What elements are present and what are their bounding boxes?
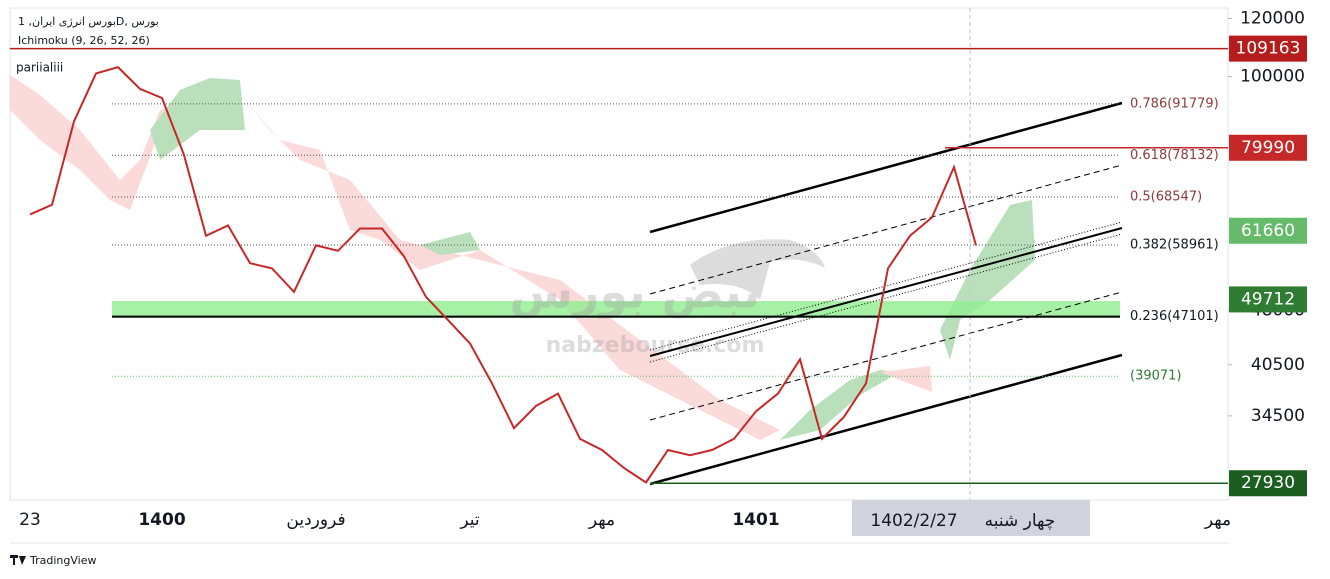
x-tick-label: فروردین <box>286 510 345 530</box>
price-box-label: 49712 <box>1241 289 1295 309</box>
crosshair-day: چهار شنبه <box>985 511 1056 531</box>
fib-label: 0.5(68547) <box>1130 189 1202 204</box>
x-tick-label: 1400 <box>138 510 185 530</box>
price-box-label: 27930 <box>1241 473 1295 493</box>
chart-title: بورس انرژی ایران, 1D, بورس <box>18 15 159 28</box>
fib-label: 0.236(47101) <box>1130 309 1219 324</box>
user-name: pariialiii <box>16 61 63 75</box>
y-tick-label: 100000 <box>1240 67 1305 87</box>
y-tick-label: 40500 <box>1251 355 1305 375</box>
y-tick-label: 120000 <box>1240 8 1305 28</box>
indicator: Ichimoku (9, 26, 52, 26) <box>18 34 150 47</box>
x-tick-label: 23 <box>19 510 41 530</box>
fib-label: 0.382(58961) <box>1130 238 1219 253</box>
ichimoku-cloud <box>10 75 1035 440</box>
x-tick-label: تیر <box>459 510 480 530</box>
plot-frame <box>9 7 1229 501</box>
crosshair-date: 1402/2/27 <box>870 511 957 531</box>
watermark: نبض بورس nabzebourse.com <box>510 239 825 358</box>
price-box-label: 109163 <box>1236 39 1301 59</box>
fib-label: (39071) <box>1130 369 1182 384</box>
support-zone <box>112 301 1120 318</box>
fib-label: 0.618(78132) <box>1130 148 1219 163</box>
price-box <box>1229 286 1307 313</box>
x-tick-label: مهر <box>588 510 615 530</box>
watermark-text: نبض بورس <box>510 265 761 319</box>
x-tick-label: مهر <box>1204 510 1231 530</box>
x-tick-label: 1401 <box>732 510 779 530</box>
brand: TradingView <box>29 554 96 567</box>
price-box-label: 61660 <box>1241 221 1295 241</box>
price-box <box>1229 470 1307 497</box>
price-line <box>29 66 977 484</box>
y-tick-label: 34500 <box>1251 406 1305 426</box>
crosshair-box <box>852 500 1090 536</box>
channel-lines <box>649 101 1123 486</box>
fib-label: 0.786(91779) <box>1130 96 1219 111</box>
brand-logo <box>10 555 26 565</box>
price-box <box>1229 134 1307 161</box>
price-box-label: 79990 <box>1241 138 1295 158</box>
price-box <box>1229 35 1307 62</box>
price-box <box>1229 217 1307 244</box>
